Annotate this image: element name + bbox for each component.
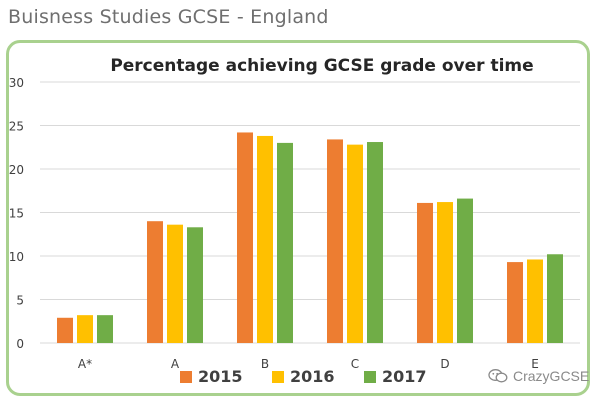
y-tick-label: 0 [16,337,24,351]
bar-2015-6 [507,262,523,343]
bar-2015-2 [147,221,163,343]
legend-swatch-2015 [180,371,192,383]
bar-2016-6 [527,259,543,343]
x-tick-label: A [171,357,180,371]
bar-2017-4 [367,142,383,343]
y-tick-label: 10 [9,250,24,264]
y-tick-label: 5 [16,294,24,308]
x-tick-label: E [531,357,539,371]
legend-label-2017: 2017 [382,367,427,386]
x-tick-label: D [440,357,449,371]
bar-2016-1 [77,315,93,343]
y-tick-label: 20 [9,163,24,177]
chat-bubbles-icon [488,369,508,383]
watermark-label: CrazyGCSE [513,368,590,384]
bar-2017-1 [97,315,113,343]
page-heading: Buisness Studies GCSE - England [8,6,329,28]
watermark: CrazyGCSE [488,368,589,384]
chart-title: Percentage achieving GCSE grade over tim… [110,56,533,76]
x-tick-label: A* [78,357,92,371]
bar-2016-2 [167,224,183,343]
x-tick-label: C [351,357,359,371]
bar-2016-4 [347,144,363,343]
bar-2017-5 [457,198,473,343]
bar-2015-5 [417,202,433,343]
x-tick-label: B [261,357,269,371]
bar-2017-2 [187,227,203,343]
bar-2017-3 [277,142,293,343]
bar-2015-3 [237,132,253,343]
bar-2015-4 [327,139,343,343]
y-tick-label: 30 [9,76,24,90]
legend-swatch-2017 [364,371,376,383]
legend-label-2016: 2016 [290,367,335,386]
bar-2016-5 [437,202,453,343]
y-tick-label: 25 [9,120,24,134]
legend-label-2015: 2015 [198,367,243,386]
bar-2015-1 [57,317,73,343]
bar-2016-3 [257,135,273,343]
bar-2017-6 [547,254,563,343]
legend-swatch-2016 [272,371,284,383]
y-tick-label: 15 [9,207,24,221]
